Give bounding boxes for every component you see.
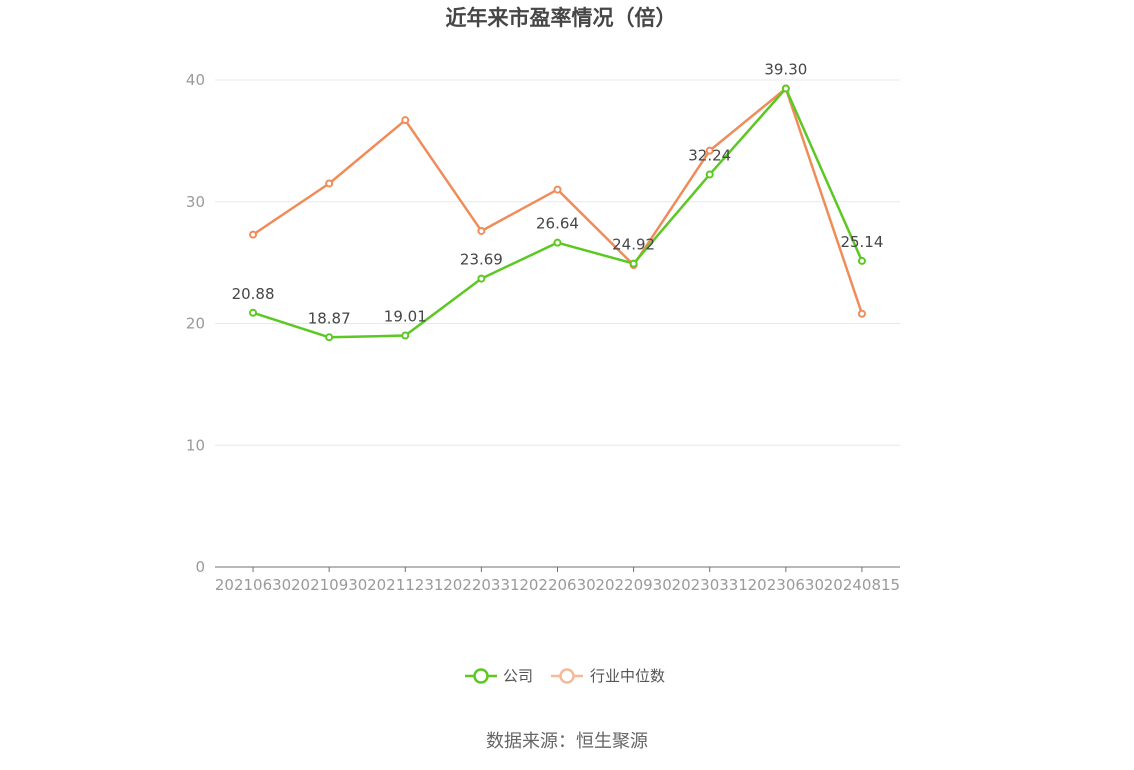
y-tick-label: 40	[186, 71, 205, 89]
data-label: 23.69	[460, 251, 503, 269]
y-tick-label: 10	[186, 436, 205, 454]
x-tick-label: 20210630	[215, 576, 291, 594]
data-point	[553, 238, 562, 247]
x-axis	[215, 566, 900, 572]
y-tick-label: 0	[195, 558, 205, 576]
series-lines	[249, 84, 866, 342]
data-point	[325, 179, 334, 188]
y-tick-label: 30	[186, 193, 205, 211]
data-point	[477, 226, 486, 235]
data-label: 19.01	[384, 308, 427, 326]
legend-label: 公司	[503, 667, 533, 685]
data-point	[857, 309, 866, 318]
chart-title: 近年来市盈率情况（倍）	[446, 6, 677, 30]
x-tick-label: 20240815	[824, 576, 900, 594]
data-point	[705, 170, 714, 179]
data-point	[553, 185, 562, 194]
x-tick-label: 20220630	[519, 576, 595, 594]
x-tick-label: 20230331	[672, 576, 748, 594]
data-point	[249, 308, 258, 317]
data-point	[401, 331, 410, 340]
data-label: 20.88	[232, 285, 275, 303]
data-label: 39.30	[764, 61, 807, 79]
source-note: 数据来源：恒生聚源	[486, 731, 648, 752]
y-axis-tick-labels: 0 10 20 30 40	[186, 71, 205, 576]
data-label: 24.92	[612, 236, 655, 254]
data-label: 18.87	[308, 309, 351, 327]
legend: 公司 行业中位数	[465, 667, 665, 685]
data-label: 26.64	[536, 215, 579, 233]
x-tick-label: 20211231	[367, 576, 443, 594]
data-label: 32.24	[688, 146, 731, 164]
legend-swatch-marker	[559, 668, 575, 684]
grid-lines	[215, 79, 900, 446]
series-line-company	[252, 87, 864, 339]
data-point	[325, 333, 334, 342]
data-point	[477, 274, 486, 283]
y-tick-label: 20	[186, 315, 205, 333]
data-label: 25.14	[840, 233, 883, 251]
legend-label: 行业中位数	[590, 667, 665, 685]
x-tick-label: 20220331	[443, 576, 519, 594]
data-labels: 20.88 18.87 19.01 23.69 26.64 24.92 32.24 39.30…	[232, 61, 884, 328]
x-tick-label: 20210930	[291, 576, 367, 594]
x-axis-tick-labels: 20210630 20210930 20211231 20220331 20220630…	[215, 576, 900, 594]
legend-swatch-marker	[473, 668, 489, 684]
data-point	[249, 230, 258, 239]
x-tick-label: 20220930	[595, 576, 671, 594]
data-point	[857, 256, 866, 265]
data-point	[401, 116, 410, 125]
data-point	[629, 259, 638, 268]
series-line-industry-median	[252, 87, 864, 315]
data-point	[781, 84, 790, 93]
data-point	[705, 146, 714, 155]
x-tick-label: 20230630	[748, 576, 824, 594]
